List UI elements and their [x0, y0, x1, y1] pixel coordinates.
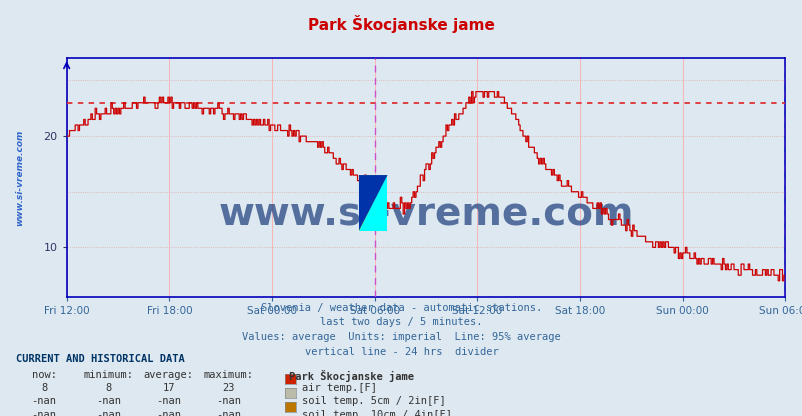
Text: Park Škocjanske jame: Park Škocjanske jame: [289, 370, 414, 382]
Text: 23: 23: [222, 383, 235, 393]
Text: air temp.[F]: air temp.[F]: [302, 383, 376, 393]
Text: minimum:: minimum:: [83, 370, 133, 380]
Text: -nan: -nan: [216, 396, 241, 406]
Text: Values: average  Units: imperial  Line: 95% average: Values: average Units: imperial Line: 95…: [242, 332, 560, 342]
Text: last two days / 5 minutes.: last two days / 5 minutes.: [320, 317, 482, 327]
Text: soil temp. 10cm / 4in[F]: soil temp. 10cm / 4in[F]: [302, 410, 452, 416]
Text: www.si-vreme.com: www.si-vreme.com: [218, 195, 633, 233]
Text: www.si-vreme.com: www.si-vreme.com: [15, 130, 24, 226]
Text: -nan: -nan: [95, 410, 121, 416]
Text: 8: 8: [41, 383, 47, 393]
Text: -nan: -nan: [216, 410, 241, 416]
Text: maximum:: maximum:: [204, 370, 253, 380]
Text: CURRENT AND HISTORICAL DATA: CURRENT AND HISTORICAL DATA: [16, 354, 184, 364]
Text: -nan: -nan: [31, 410, 57, 416]
Polygon shape: [358, 175, 387, 231]
Text: -nan: -nan: [31, 396, 57, 406]
Text: average:: average:: [144, 370, 193, 380]
Text: Park Škocjanske jame: Park Škocjanske jame: [308, 15, 494, 32]
Text: 8: 8: [105, 383, 111, 393]
Text: -nan: -nan: [156, 396, 181, 406]
Text: -nan: -nan: [156, 410, 181, 416]
Bar: [358, 175, 387, 231]
Text: -nan: -nan: [95, 396, 121, 406]
Text: 17: 17: [162, 383, 175, 393]
Text: vertical line - 24 hrs  divider: vertical line - 24 hrs divider: [304, 347, 498, 357]
Polygon shape: [358, 175, 387, 231]
Text: now:: now:: [31, 370, 57, 380]
Text: Slovenia / weather data - automatic stations.: Slovenia / weather data - automatic stat…: [261, 303, 541, 313]
Text: soil temp. 5cm / 2in[F]: soil temp. 5cm / 2in[F]: [302, 396, 445, 406]
